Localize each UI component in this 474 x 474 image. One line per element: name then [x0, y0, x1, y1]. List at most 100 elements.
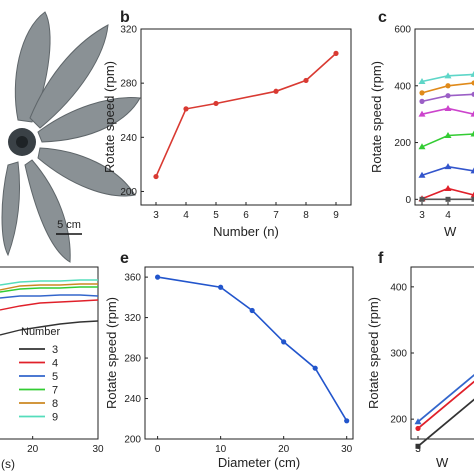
- x-axis-label-d: (s): [1, 457, 15, 471]
- fan-blade: [24, 159, 71, 263]
- data-point: [444, 131, 452, 138]
- y-tick-label: 200: [124, 435, 141, 446]
- x-tick-label: 20: [278, 444, 290, 455]
- curves-d: [0, 279, 99, 336]
- series-e: [155, 274, 350, 424]
- y-tick-label: 600: [394, 25, 411, 36]
- y-ticks-e: 200 240 280 320 360: [124, 273, 148, 446]
- fan-blade: [37, 97, 141, 143]
- data-point: [445, 196, 451, 202]
- panel-label-b: b: [120, 9, 130, 26]
- data-point: [470, 70, 474, 77]
- data-point: [470, 167, 474, 174]
- y-ticks-f: 200 300 400: [390, 282, 414, 426]
- y-tick-label: 240: [120, 133, 137, 144]
- fan-blade: [29, 24, 109, 129]
- x-tick-label: 20: [27, 444, 39, 455]
- y-axis-label-c: Rotate speed (rpm): [369, 61, 384, 173]
- data-point: [419, 98, 425, 104]
- panel-label-e: e: [120, 250, 129, 267]
- data-point: [445, 83, 451, 89]
- data-point: [218, 284, 224, 290]
- plot-frame-e: [144, 266, 354, 440]
- x-ticks-e: 0 10 20 30: [155, 436, 353, 455]
- series-line: [157, 276, 348, 422]
- data-point: [312, 365, 318, 371]
- y-tick-label: 300: [390, 349, 407, 360]
- plot-frame-c: [414, 28, 474, 206]
- data-point: [333, 50, 339, 56]
- fan-blade: [37, 147, 136, 197]
- data-point: [281, 339, 287, 345]
- x-ticks-f: 3: [415, 436, 421, 455]
- legend-label: 7: [52, 385, 58, 397]
- data-point: [471, 196, 474, 202]
- y-axis-label-e: Rotate speed (rpm): [104, 297, 119, 409]
- x-ticks-d: 20 30: [27, 436, 104, 455]
- scale-bar-label: 5 cm: [57, 219, 81, 231]
- y-axis-label-b: Rotate speed (rpm): [102, 61, 117, 173]
- time-curve: [0, 286, 98, 293]
- y-tick-label: 320: [120, 25, 137, 36]
- data-point: [444, 72, 452, 79]
- data-point: [418, 171, 426, 178]
- data-point: [418, 110, 426, 117]
- x-tick-label: 8: [303, 210, 309, 221]
- y-tick-label: 400: [394, 81, 411, 92]
- x-axis-label-c: W: [444, 224, 457, 239]
- y-tick-label: 360: [124, 273, 141, 284]
- data-point: [155, 274, 161, 280]
- y-tick-label: 400: [390, 282, 407, 293]
- fan-blade: [1, 161, 20, 257]
- y-ticks-b: 200 240 280 320: [120, 25, 144, 198]
- plot-frame-b: [140, 28, 352, 206]
- data-point: [471, 91, 474, 97]
- y-tick-label: 0: [405, 195, 411, 206]
- data-point: [249, 307, 255, 314]
- chart-f: f 3 200 300 400 W Rotate speed (rpm): [366, 250, 474, 470]
- panel-label-f: f: [378, 250, 384, 267]
- series-line: [155, 52, 337, 177]
- data-point: [183, 106, 189, 112]
- y-axis-label-f: Rotate speed (rpm): [366, 297, 381, 409]
- y-ticks-c: 0 200 400 600: [394, 25, 418, 206]
- data-point: [344, 418, 350, 424]
- x-tick-label: 30: [92, 444, 104, 455]
- plot-frame-d: [0, 266, 99, 440]
- legend-label: 9: [52, 412, 58, 424]
- y-tick-label: 200: [394, 138, 411, 149]
- series-f: [414, 373, 474, 449]
- y-tick-label: 280: [120, 79, 137, 90]
- data-point: [273, 88, 279, 94]
- data-point: [470, 110, 474, 117]
- time-curve: [0, 299, 99, 311]
- data-point: [415, 425, 421, 432]
- data-point: [419, 196, 425, 202]
- time-curve: [0, 294, 99, 299]
- x-axis-label-b: Number (n): [213, 224, 279, 239]
- fan-photo: 5 cm: [1, 11, 141, 263]
- x-tick-label: 30: [341, 444, 353, 455]
- data-point: [470, 130, 474, 137]
- x-tick-label: 0: [155, 444, 161, 455]
- time-curve: [0, 320, 99, 336]
- x-axis-label-f: W: [436, 455, 449, 470]
- x-tick-label: 6: [243, 210, 249, 221]
- data-point: [444, 163, 452, 170]
- data-point: [445, 93, 451, 99]
- chart-b: b 3 4 5 6 7 8 9 200 240 280 320 Number (n) Rotate…: [102, 9, 352, 239]
- data-point: [213, 100, 219, 107]
- series-c: [418, 70, 474, 202]
- x-ticks-b: 3 4 5 6 7 8 9: [153, 202, 339, 221]
- legend-label: 5: [52, 371, 58, 383]
- data-point: [418, 78, 426, 85]
- data-point: [419, 90, 425, 96]
- legend-label: 8: [52, 398, 58, 410]
- series-line: [417, 373, 474, 423]
- data-point: [470, 191, 474, 198]
- series-line: [417, 398, 474, 447]
- data-point: [415, 443, 421, 449]
